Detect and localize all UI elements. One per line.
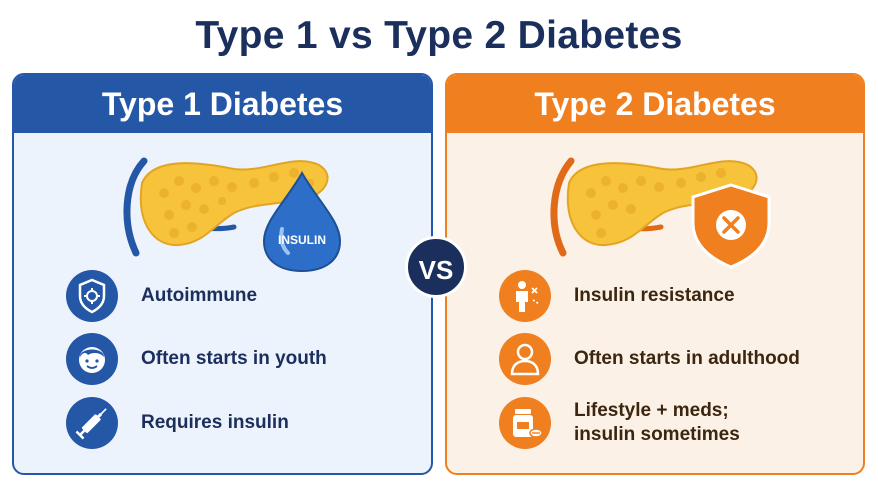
person-resistance-icon bbox=[499, 270, 551, 322]
insulin-badge-label: INSULIN bbox=[278, 233, 326, 247]
type1-item-label: Often starts in youth bbox=[141, 348, 327, 369]
page-title: Type 1 vs Type 2 Diabetes bbox=[195, 14, 683, 57]
pancreas-insulin-illustration bbox=[123, 157, 342, 273]
pill-bottle-icon bbox=[499, 397, 551, 449]
type2-card: Type 2 Diabetes Insulin resistance bbox=[445, 73, 865, 475]
type2-item-label-line1: Lifestyle + meds; bbox=[574, 400, 729, 421]
type1-card: Type 1 Diabetes INSULIN Autoimmune bbox=[12, 73, 433, 475]
type2-item-label-line2: insulin sometimes bbox=[574, 424, 740, 445]
type2-item-label: Insulin resistance bbox=[574, 285, 735, 306]
shield-virus-icon bbox=[66, 270, 118, 322]
vs-badge: VS bbox=[405, 236, 467, 298]
child-face-icon bbox=[66, 333, 118, 385]
type1-header: Type 1 Diabetes bbox=[14, 75, 431, 133]
type2-item-label: Lifestyle + meds; insulin sometimes bbox=[574, 397, 740, 449]
type1-item-label: Autoimmune bbox=[141, 285, 258, 306]
type2-header: Type 2 Diabetes bbox=[447, 75, 863, 133]
adult-person-icon bbox=[499, 333, 551, 385]
syringe-icon bbox=[66, 397, 118, 449]
pancreas-shield-illustration bbox=[550, 157, 771, 269]
type2-item-label: Often starts in adulthood bbox=[574, 348, 800, 369]
type1-item-label: Requires insulin bbox=[141, 412, 289, 433]
